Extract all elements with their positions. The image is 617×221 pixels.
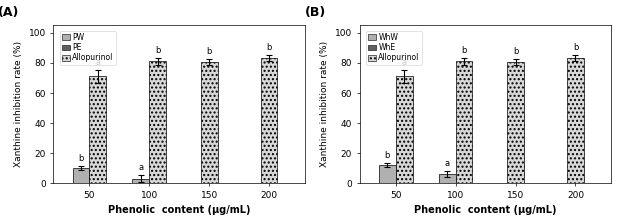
Text: b: b [78,154,84,163]
X-axis label: Phenolic  content (μg/mL): Phenolic content (μg/mL) [415,206,557,215]
Text: a: a [138,163,143,172]
Bar [567,58,584,183]
Text: b: b [267,44,271,52]
Bar [133,179,149,183]
Text: b: b [462,46,466,55]
Legend: WhW, WhE, Allopurinol: WhW, WhE, Allopurinol [366,31,422,65]
Text: b: b [573,44,578,52]
Bar [507,62,524,183]
Bar [456,61,473,183]
Bar [73,168,89,183]
Y-axis label: Xanthine inhibition rate (%): Xanthine inhibition rate (%) [320,41,329,167]
Legend: PW, PE, Allopurinol: PW, PE, Allopurinol [60,31,115,65]
Text: b: b [155,46,160,55]
Text: a: a [445,159,450,168]
Text: b: b [513,47,518,56]
X-axis label: Phenolic  content (μg/mL): Phenolic content (μg/mL) [108,206,251,215]
Bar [201,62,218,183]
Bar [395,76,413,183]
Bar [149,61,166,183]
Text: b: b [207,47,212,56]
Bar [379,165,395,183]
Text: b: b [384,151,390,160]
Text: (B): (B) [304,6,326,19]
Text: a: a [95,58,101,67]
Bar [89,76,106,183]
Text: (A): (A) [0,6,19,19]
Bar [261,58,278,183]
Bar [439,174,456,183]
Y-axis label: Xanthine inhibition rate (%): Xanthine inhibition rate (%) [14,41,23,167]
Text: a: a [402,58,407,67]
